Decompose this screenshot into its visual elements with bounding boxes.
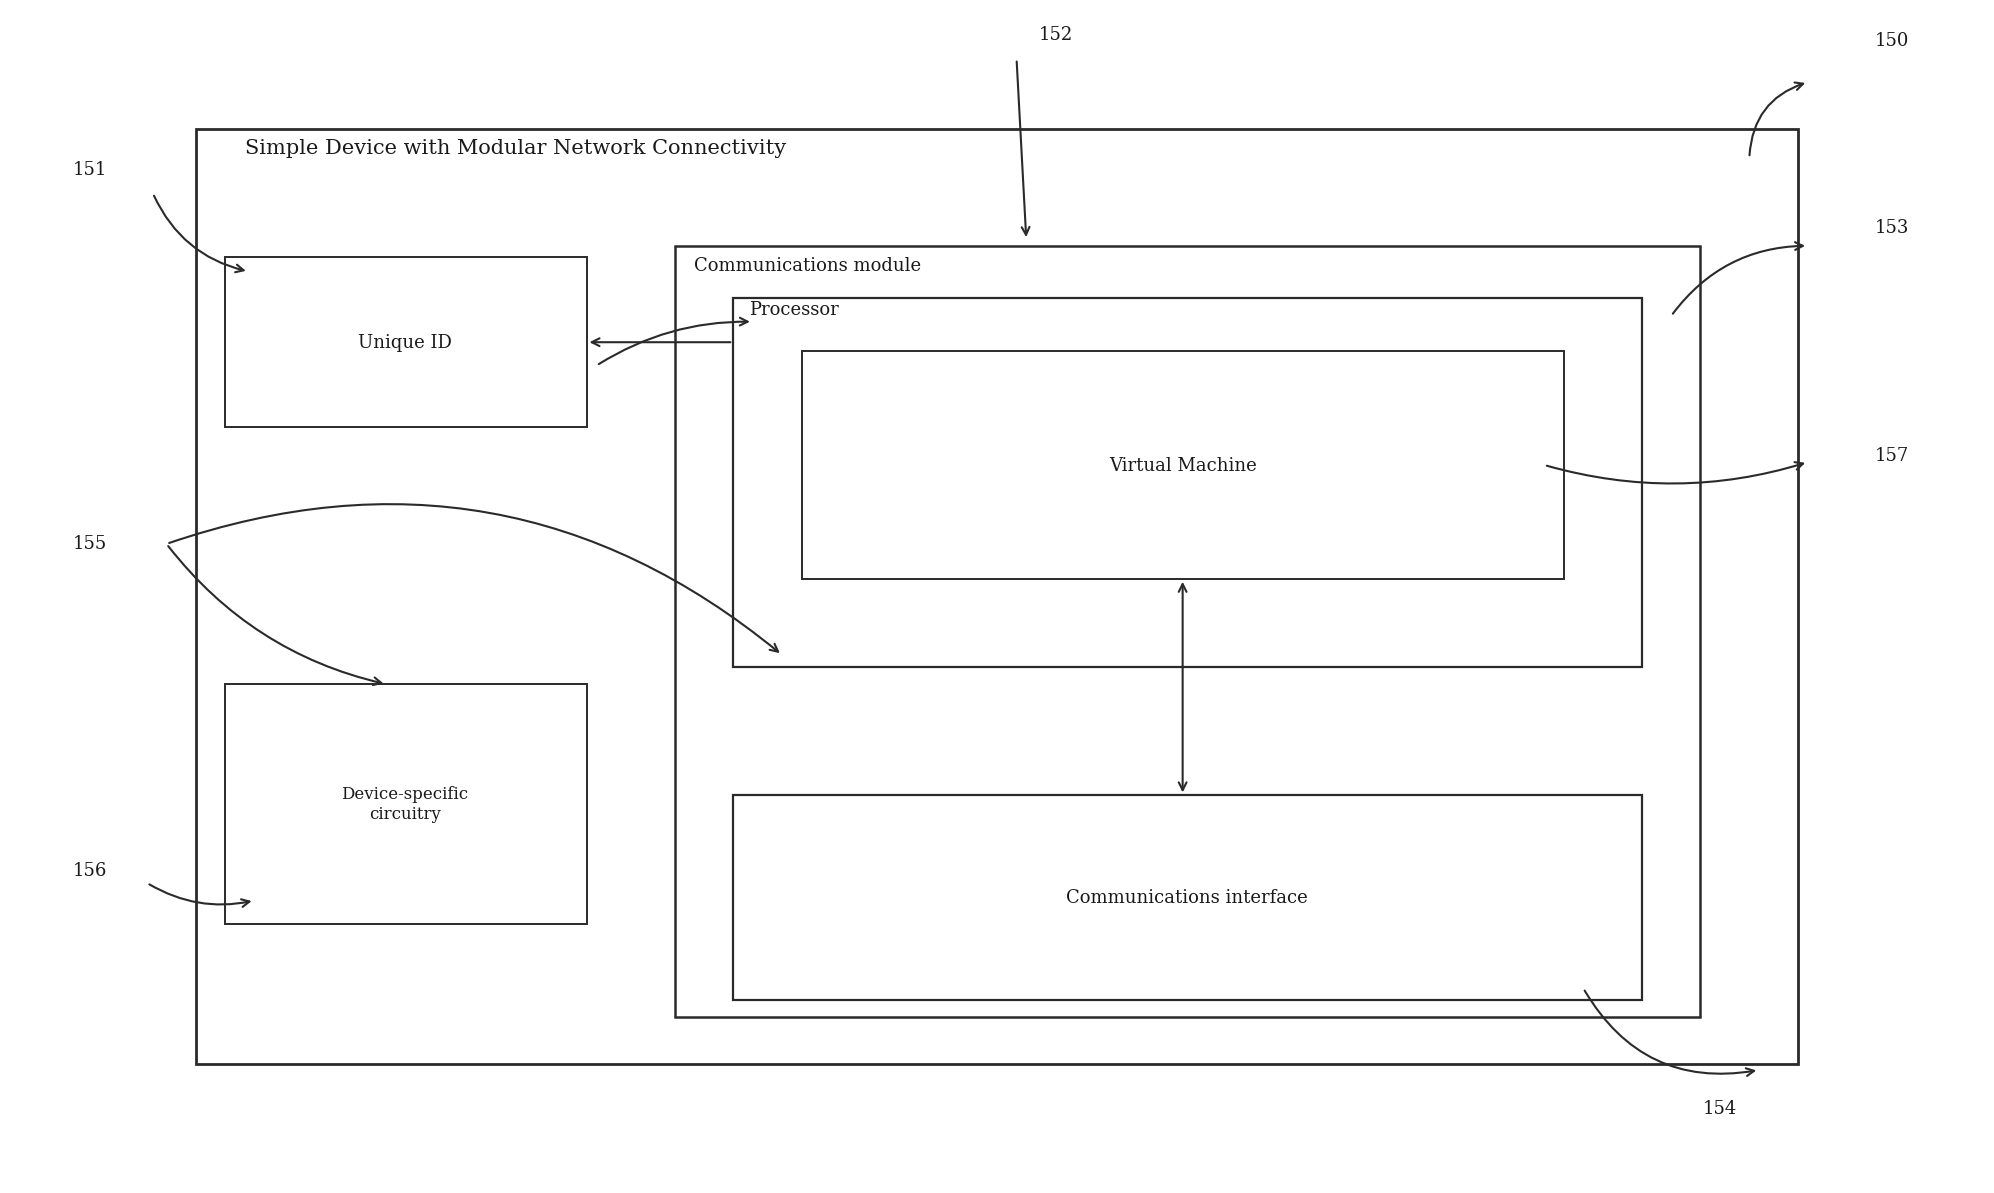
Text: 151: 151 [74,161,108,179]
Text: 157: 157 [1874,447,1908,465]
Text: 153: 153 [1874,220,1908,237]
Bar [674,246,1701,1018]
Text: 156: 156 [74,863,108,880]
Text: Communications module: Communications module [694,256,921,274]
Text: Simple Device with Modular Network Connectivity: Simple Device with Modular Network Conne… [245,140,786,157]
Text: Virtual Machine: Virtual Machine [1109,457,1256,475]
Bar [802,351,1563,579]
Text: 155: 155 [74,534,108,552]
Text: 150: 150 [1874,32,1908,50]
Text: 154: 154 [1703,1100,1737,1118]
Bar [734,796,1641,1000]
Text: 152: 152 [1039,26,1073,44]
Text: Communications interface: Communications interface [1065,889,1308,907]
Bar [225,685,586,923]
Text: Device-specific
circuitry: Device-specific circuitry [341,786,469,823]
Text: Unique ID: Unique ID [359,334,453,352]
Bar [225,258,586,427]
Bar [195,129,1799,1064]
Bar [734,298,1641,667]
Text: Processor: Processor [750,302,839,320]
